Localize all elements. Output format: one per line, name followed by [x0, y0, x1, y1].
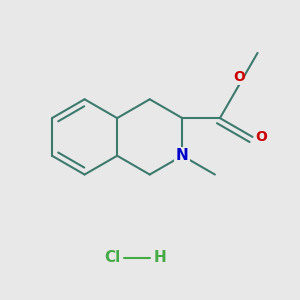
Text: O: O [255, 130, 267, 144]
Text: Cl: Cl [104, 250, 121, 266]
Text: H: H [153, 250, 166, 266]
Text: O: O [233, 70, 245, 84]
Text: N: N [176, 148, 189, 163]
